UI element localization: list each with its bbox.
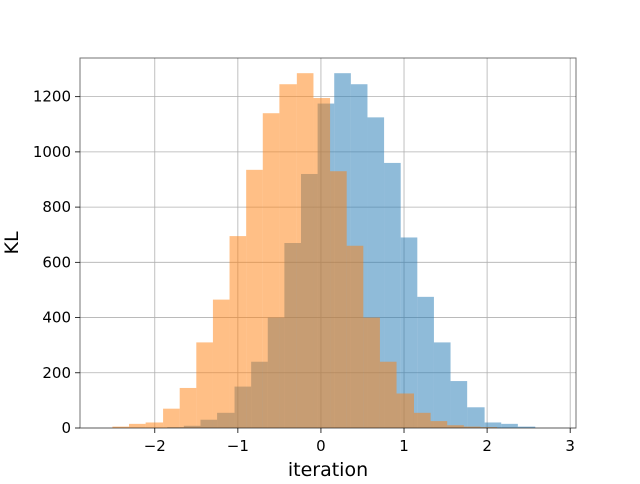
- y-tick-label: 1000: [33, 143, 71, 161]
- histogram-bar-series-2: [463, 426, 481, 428]
- histogram-bar-series-2: [229, 236, 247, 428]
- histogram-bars: [112, 73, 536, 429]
- y-tick-label: 800: [42, 198, 71, 216]
- histogram-bar-series-2: [396, 393, 414, 428]
- x-tick-label: 0: [316, 437, 326, 455]
- histogram-bar-series-1: [417, 296, 434, 428]
- plot-frame: [79, 57, 577, 429]
- histogram-bar-series-2: [246, 169, 263, 428]
- y-tick-label: 0: [61, 419, 71, 437]
- histogram-bar-series-1: [484, 422, 502, 428]
- histogram-bar-series-2: [163, 408, 180, 428]
- x-axis-label: iteration: [288, 459, 368, 480]
- histogram-bar-series-2: [447, 425, 464, 428]
- histogram-bar-series-1: [450, 381, 468, 428]
- x-tick-label: 1: [399, 437, 409, 455]
- histogram-bar-series-2: [212, 299, 230, 428]
- x-tick-label: 3: [565, 437, 575, 455]
- histogram-bar-series-2: [179, 387, 197, 428]
- y-tick-label: 1200: [33, 88, 71, 106]
- y-tick-label: 600: [42, 253, 71, 271]
- x-tick-label: −2: [144, 437, 166, 455]
- histogram-bar-series-2: [379, 361, 397, 428]
- histogram-bar-series-2: [296, 73, 314, 428]
- histogram-bar-series-2: [112, 426, 130, 428]
- histogram-bar-series-1: [501, 423, 518, 428]
- histogram-bar-series-2: [363, 317, 380, 428]
- histogram-bar-series-2: [196, 342, 213, 428]
- histogram-bar-series-2: [313, 98, 331, 428]
- histogram-bar-series-1: [467, 407, 485, 428]
- histogram-bar-series-2: [430, 421, 448, 428]
- histogram-bar-series-2: [129, 423, 146, 428]
- y-axis-label: KL: [1, 231, 23, 254]
- histogram-bar-series-2: [413, 412, 431, 428]
- x-tick-label: −1: [227, 437, 249, 455]
- histogram-bar-series-2: [346, 245, 364, 428]
- histogram-bar-series-2: [330, 171, 347, 428]
- histogram-bar-series-1: [433, 342, 451, 428]
- histogram-bar-series-2: [145, 422, 164, 428]
- histogram-bar-series-2: [262, 113, 280, 428]
- y-tick-label: 400: [42, 309, 71, 327]
- histogram-bar-series-1: [400, 237, 418, 428]
- y-tick-label: 200: [42, 364, 71, 382]
- x-tick-label: 2: [482, 437, 492, 455]
- histogram-bar-series-1: [517, 426, 536, 428]
- histogram-bar-series-2: [279, 84, 297, 428]
- axis-ticks: −2 −1 0 1 2 3 0 200 400 600 800 1000 1200: [33, 88, 575, 455]
